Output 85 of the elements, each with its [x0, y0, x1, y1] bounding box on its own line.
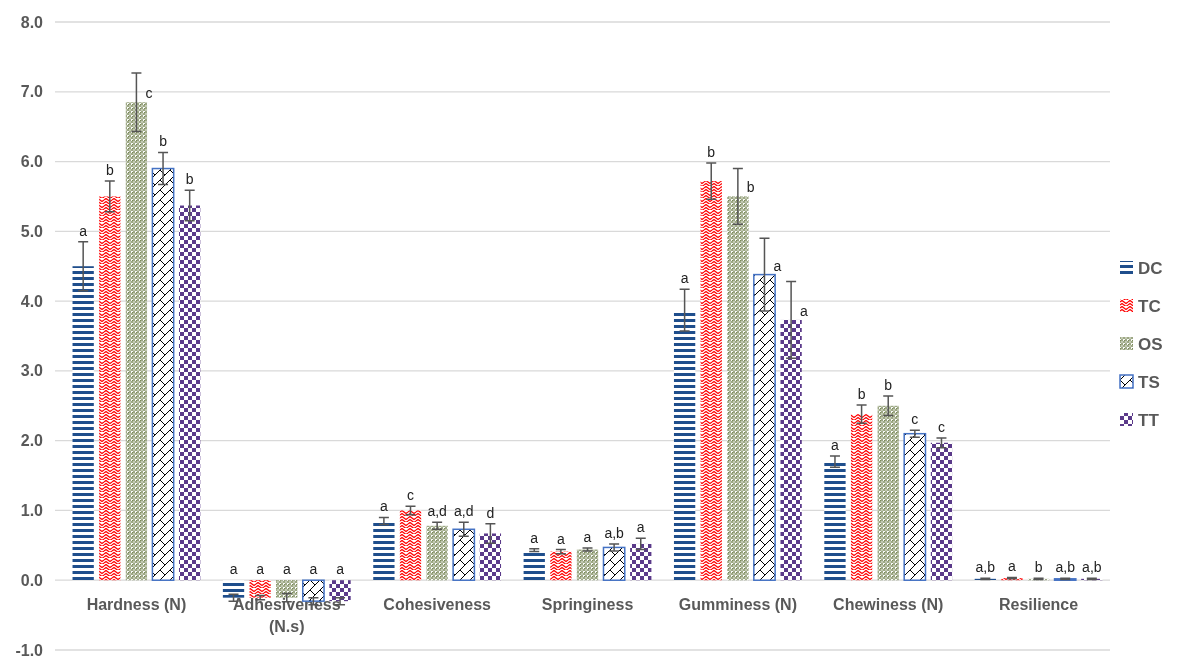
data-label: a — [773, 257, 782, 274]
data-label: a — [583, 529, 592, 546]
bar — [576, 549, 599, 581]
bar — [700, 181, 722, 581]
data-label: c — [145, 85, 153, 102]
y-tick-label: 7.0 — [20, 83, 44, 101]
y-tick-label: 8.0 — [20, 13, 44, 31]
data-label: a — [229, 561, 238, 578]
x-tick-label: Gumminess (N) — [678, 596, 797, 614]
data-label: a,b — [604, 524, 625, 541]
data-label: a — [530, 529, 539, 546]
bar — [727, 196, 749, 581]
bar — [877, 405, 899, 581]
data-label: a — [800, 302, 809, 319]
legend-label: TC — [1138, 296, 1161, 316]
legend-label: OS — [1138, 334, 1163, 354]
y-tick-label: 5.0 — [20, 222, 44, 240]
data-label: b — [707, 143, 716, 160]
bar — [276, 580, 298, 598]
bar — [850, 414, 873, 581]
bar — [673, 310, 696, 581]
bar — [249, 580, 271, 598]
bar — [151, 167, 175, 581]
data-label: b — [857, 386, 866, 403]
bar — [523, 550, 545, 581]
data-label: a — [336, 561, 345, 578]
data-label: a,d — [454, 503, 474, 520]
data-label: b — [105, 162, 114, 179]
y-tick-label: 3.0 — [20, 362, 44, 380]
bar — [903, 432, 927, 581]
bar — [179, 205, 201, 581]
data-label: c — [407, 487, 415, 504]
x-tick-label: Springiness — [541, 596, 634, 614]
data-label: a — [256, 561, 265, 578]
x-tick-label: Hardness (N) — [86, 596, 187, 614]
y-tick-label: -1.0 — [15, 641, 44, 659]
legend-label: TT — [1138, 410, 1160, 430]
data-label: c — [937, 418, 945, 435]
legend-label: TS — [1138, 372, 1160, 392]
x-tick-label: Adhesiveness (N.s) — [232, 596, 341, 636]
bar — [630, 543, 652, 581]
y-tick-label: 4.0 — [20, 292, 44, 310]
bar — [550, 551, 572, 581]
data-label: a — [556, 530, 565, 547]
bar — [452, 528, 476, 581]
bar — [753, 273, 776, 581]
bar — [602, 546, 626, 581]
data-label: b — [1034, 559, 1043, 576]
data-label: a,b — [1055, 559, 1076, 576]
bar — [72, 266, 94, 581]
bar — [222, 580, 245, 598]
bar — [479, 533, 502, 581]
bar — [373, 520, 395, 581]
y-tick-label: 1.0 — [20, 502, 44, 520]
x-tick-label: Resilience — [999, 596, 1079, 614]
data-label: b — [884, 377, 893, 394]
data-label: a — [309, 561, 318, 578]
data-label: c — [911, 411, 919, 428]
data-label: a — [636, 519, 645, 536]
bar — [125, 102, 148, 581]
data-label: a — [79, 222, 88, 239]
bar — [399, 510, 422, 581]
bar — [780, 319, 802, 581]
bar — [426, 525, 448, 581]
data-label: d — [486, 504, 495, 521]
data-label: a — [1008, 558, 1017, 575]
data-label: a,b — [1082, 559, 1102, 576]
x-tick-label: Cohesiveness — [383, 596, 492, 614]
data-label: b — [746, 179, 755, 196]
data-label: a — [379, 498, 388, 515]
data-label: b — [159, 133, 168, 150]
data-label: b — [185, 171, 194, 188]
data-label: a — [680, 270, 689, 287]
y-tick-label: 0.0 — [20, 571, 44, 589]
x-tick-label: Chewiness (N) — [833, 596, 944, 614]
legend-label: DC — [1138, 258, 1163, 278]
data-label: a,d — [427, 503, 447, 520]
bar — [824, 461, 846, 581]
bar — [930, 442, 953, 581]
data-label: a,b — [975, 559, 996, 576]
y-tick-label: 2.0 — [20, 432, 44, 450]
y-tick-label: 6.0 — [20, 153, 44, 171]
data-label: a — [831, 437, 840, 454]
bar — [99, 196, 121, 581]
data-label: a — [282, 561, 291, 578]
